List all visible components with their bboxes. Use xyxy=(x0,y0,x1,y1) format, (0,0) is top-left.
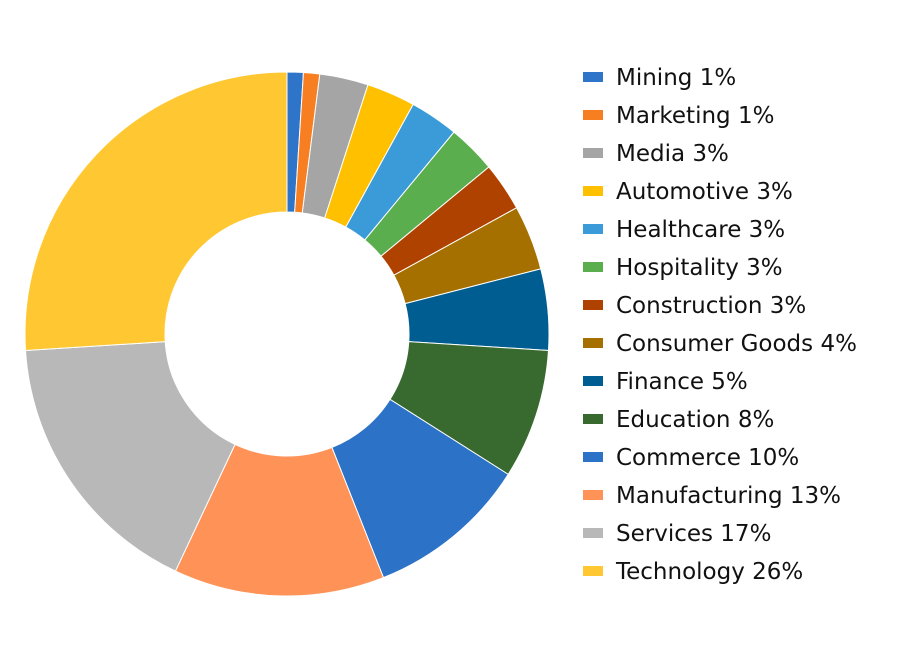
legend-label-healthcare: Healthcare 3% xyxy=(616,217,785,243)
legend-swatch-education xyxy=(583,414,603,424)
legend-label-mining: Mining 1% xyxy=(616,65,736,91)
legend-label-technology: Technology 26% xyxy=(615,559,803,585)
legend-swatch-finance xyxy=(583,376,603,386)
legend-label-hospitality: Hospitality 3% xyxy=(616,255,783,281)
legend-label-services: Services 17% xyxy=(616,521,771,547)
legend-label-marketing: Marketing 1% xyxy=(616,103,774,129)
legend-swatch-construction xyxy=(583,300,603,310)
donut-slices xyxy=(24,71,550,597)
legend-label-manufacturing: Manufacturing 13% xyxy=(616,483,841,509)
slice-manufacturing xyxy=(174,443,385,597)
legend-swatch-commerce xyxy=(583,452,603,462)
legend-swatch-technology xyxy=(583,566,603,576)
legend-swatch-media xyxy=(583,148,603,158)
legend-label-construction: Construction 3% xyxy=(616,293,806,319)
legend-swatch-automotive xyxy=(583,186,603,196)
legend-label-consumer-goods: Consumer Goods 4% xyxy=(616,331,857,357)
legend-swatch-marketing xyxy=(583,110,603,120)
legend-label-education: Education 8% xyxy=(616,407,774,433)
legend: Mining 1% Marketing 1% Media 3% Automotive … xyxy=(583,65,857,585)
legend-swatch-hospitality xyxy=(583,262,603,272)
legend-label-automotive: Automotive 3% xyxy=(616,179,793,205)
legend-swatch-mining xyxy=(583,72,603,82)
legend-label-media: Media 3% xyxy=(616,141,729,167)
slice-technology xyxy=(24,71,288,351)
legend-swatch-services xyxy=(583,528,603,538)
slice-services xyxy=(24,341,236,572)
legend-label-commerce: Commerce 10% xyxy=(616,445,799,471)
legend-swatch-consumer-goods xyxy=(583,338,603,348)
legend-label-finance: Finance 5% xyxy=(616,369,748,395)
legend-swatch-manufacturing xyxy=(583,490,603,500)
legend-swatch-healthcare xyxy=(583,224,603,234)
